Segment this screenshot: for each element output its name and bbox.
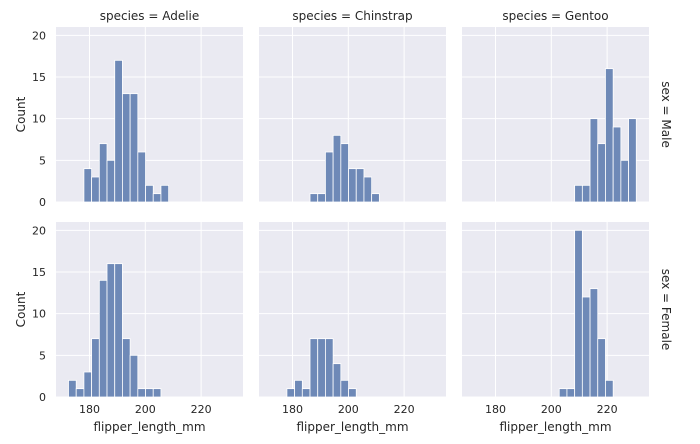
histogram-bar (605, 379, 614, 398)
histogram-bar (332, 363, 342, 398)
histogram-bar (145, 388, 154, 398)
histogram-bar (355, 168, 365, 203)
x-tick-label: 220 (597, 403, 618, 416)
histogram-bar (566, 388, 576, 398)
histogram-bar (294, 379, 303, 398)
y-tick-label: 5 (39, 154, 46, 167)
y-tick-label: 20 (32, 29, 46, 42)
column-title: species = Gentoo (502, 9, 608, 23)
histogram-bar (98, 143, 108, 203)
y-axis-label: Count (14, 96, 28, 132)
x-axis-label: flipper_length_mm (499, 420, 611, 434)
histogram-bar (574, 184, 583, 203)
column-title: species = Adelie (100, 9, 200, 23)
histogram-bar (620, 159, 629, 203)
histogram-bar (612, 126, 622, 203)
histogram-bar (348, 388, 357, 398)
histogram-bar (152, 388, 162, 398)
histogram-bar (91, 176, 100, 203)
histogram-bar (68, 379, 77, 398)
histogram-bar (628, 118, 637, 203)
histogram-bar (98, 279, 108, 398)
histogram-bar (83, 168, 93, 203)
histogram-bar (137, 151, 146, 203)
histogram-bar (309, 338, 319, 398)
histogram-bar (145, 184, 154, 203)
histogram-bar (91, 338, 100, 398)
histogram-bar (597, 143, 606, 203)
x-tick-label: 180 (79, 403, 100, 416)
x-axis-label: flipper_length_mm (93, 420, 205, 434)
x-tick-label: 200 (135, 403, 156, 416)
x-tick-label: 180 (282, 403, 303, 416)
histogram-bar (137, 388, 146, 398)
histogram-bar (581, 296, 591, 398)
histogram-bar (348, 168, 357, 203)
histogram-bar (106, 159, 116, 203)
x-axis-label: flipper_length_mm (296, 420, 408, 434)
y-tick-label: 20 (32, 224, 46, 237)
x-tick-label: 180 (485, 403, 506, 416)
y-tick-label: 10 (32, 308, 46, 321)
histogram-bar (309, 193, 319, 203)
y-axis-label: Count (14, 291, 28, 327)
x-tick-label: 220 (394, 403, 415, 416)
panel-background-r1-c1 (259, 222, 446, 397)
y-tick-label: 15 (32, 266, 46, 279)
histogram-bar (114, 59, 123, 203)
histogram-bar (589, 288, 599, 398)
y-tick-label: 0 (39, 391, 46, 404)
row-title: sex = Female (659, 269, 673, 351)
histogram-bar (332, 134, 342, 203)
x-tick-label: 200 (338, 403, 359, 416)
histogram-bar (129, 93, 139, 203)
panel-background-r1-c2 (462, 222, 649, 397)
y-tick-label: 5 (39, 349, 46, 362)
histogram-bar (340, 143, 349, 203)
histogram-bar (558, 388, 568, 398)
histogram-bar (122, 93, 131, 203)
histogram-bar (317, 338, 326, 398)
histogram-bar (152, 193, 162, 203)
y-tick-label: 10 (32, 113, 46, 126)
histogram-bar (371, 193, 380, 203)
histogram-bar (129, 354, 139, 398)
histogram-bar (363, 176, 373, 203)
histogram-bar (325, 338, 334, 398)
x-tick-label: 220 (191, 403, 212, 416)
histogram-bar (589, 118, 599, 203)
histogram-bar (106, 263, 116, 398)
histogram-bar (160, 184, 170, 203)
histogram-bar (597, 338, 606, 398)
histogram-bar (325, 151, 334, 203)
panel-background-r1-c0 (56, 222, 243, 397)
histogram-bar (301, 388, 311, 398)
histogram-bar (574, 229, 583, 398)
histogram-bar (114, 263, 123, 398)
histogram-bar (340, 379, 349, 398)
histogram-bar (122, 338, 131, 398)
histogram-bar (605, 68, 614, 203)
row-title: sex = Male (659, 81, 673, 148)
histogram-bar (83, 371, 93, 398)
histogram-bar (75, 388, 85, 398)
histogram-bar (581, 184, 591, 203)
x-tick-label: 200 (541, 403, 562, 416)
histogram-bar (286, 388, 296, 398)
y-tick-label: 0 (39, 196, 46, 209)
histogram-bar (317, 193, 326, 203)
y-tick-label: 15 (32, 71, 46, 84)
column-title: species = Chinstrap (292, 9, 412, 23)
